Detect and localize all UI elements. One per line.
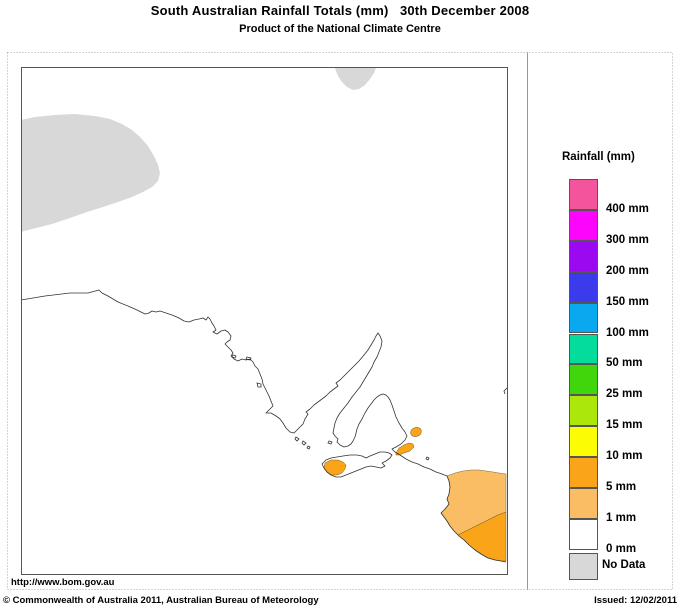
legend-swatch-15-mm xyxy=(569,395,598,427)
rain-patch-west-kangaroo-island xyxy=(323,459,347,476)
no-data-region-northwest xyxy=(21,114,160,232)
legend-swatch-5-mm xyxy=(569,457,598,488)
rain-patch-fleurieu-small xyxy=(410,427,422,437)
legend-label-100-mm: 100 mm xyxy=(606,326,649,339)
rain-patch-fleurieu-elongated xyxy=(395,442,415,456)
footer-url: http://www.bom.gov.au xyxy=(11,577,115,588)
legend-label-1-mm: 1 mm xyxy=(606,511,637,524)
legend-label-no-data: No Data xyxy=(602,559,646,572)
coastline-mainland xyxy=(21,289,507,563)
legend-label-200-mm: 200 mm xyxy=(606,264,649,277)
legend-swatch-50-mm xyxy=(569,333,598,365)
legend-label-25-mm: 25 mm xyxy=(606,388,643,401)
legend-swatch-10-mm xyxy=(569,426,598,458)
legend-swatch-no-data xyxy=(569,552,598,580)
page-title: South Australian Rainfall Totals (mm) 30… xyxy=(150,3,530,18)
legend-label-50-mm: 50 mm xyxy=(606,357,643,370)
legend-swatch-100-mm xyxy=(569,302,598,334)
legend-swatch-200-mm xyxy=(569,240,598,272)
legend-title: Rainfall (mm) xyxy=(562,151,635,163)
legend-swatch-150-mm xyxy=(569,271,598,303)
island-specks xyxy=(231,354,430,461)
map-frame-border xyxy=(21,67,508,575)
legend-label-5-mm: 5 mm xyxy=(606,481,637,493)
murray-border-tick xyxy=(503,387,507,395)
page-subtitle: Product of the National Climate Centre xyxy=(239,23,441,35)
legend-swatch-1-mm xyxy=(569,488,598,519)
legend-label-150-mm: 150 mm xyxy=(606,295,649,308)
footer-copyright: © Commonwealth of Australia 2011, Austra… xyxy=(3,595,319,606)
legend-label-10-mm: 10 mm xyxy=(606,450,643,463)
coastline-kangaroo-island xyxy=(321,451,393,478)
legend-swatch-300-mm xyxy=(569,209,598,241)
legend-label-0-mm: 0 mm xyxy=(606,542,637,555)
legend-swatch-25-mm xyxy=(569,364,598,396)
legend-swatch-0-mm xyxy=(569,518,598,550)
no-data-region-north-central xyxy=(335,68,376,90)
legend-swatch-400-mm xyxy=(569,179,598,210)
legend-label-15-mm: 15 mm xyxy=(606,419,643,432)
legend-label-300-mm: 300 mm xyxy=(606,233,649,246)
footer-issued-date: Issued: 12/02/2011 xyxy=(594,595,677,606)
legend-label-400-mm: 400 mm xyxy=(606,202,649,215)
legend-entries: 400 mm 300 mm 200 mm 150 mm 100 mm 50 mm 25 mm… xyxy=(569,179,679,589)
outer-panel-border xyxy=(7,52,673,590)
